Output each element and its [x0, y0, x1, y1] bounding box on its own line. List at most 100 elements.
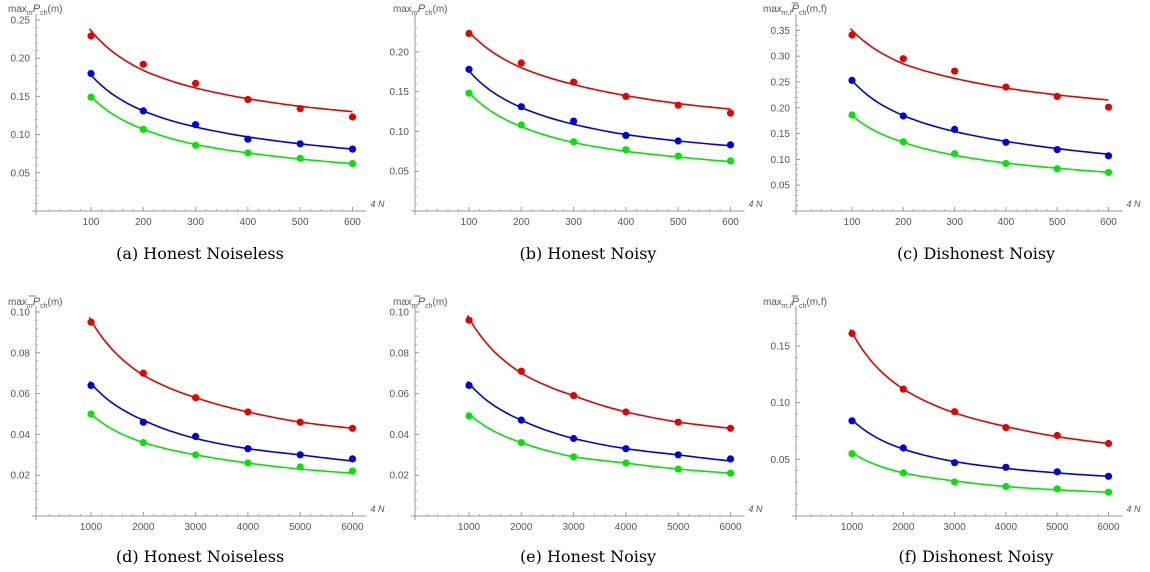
- data-point-green: [517, 121, 525, 129]
- fit-curve-blue: [466, 380, 731, 462]
- data-point-green: [848, 111, 856, 119]
- panel-caption: (d) Honest Noiseless: [116, 547, 284, 566]
- data-point-blue: [622, 131, 630, 139]
- y-axis-label: maxmPch(m): [8, 296, 63, 310]
- data-point-blue: [848, 417, 856, 425]
- y-axis-label: maxmPch(m): [8, 3, 63, 17]
- x-tick-label: 400: [998, 217, 1015, 228]
- data-point-red: [517, 59, 525, 67]
- x-tick-label: 5000: [289, 522, 312, 533]
- data-point-red: [87, 318, 95, 326]
- x-tick-label: 2000: [132, 522, 155, 533]
- data-point-red: [1104, 439, 1113, 448]
- data-point-red: [192, 79, 200, 87]
- data-point-blue: [674, 451, 682, 459]
- y-tick-label: 0.25: [11, 16, 31, 27]
- data-point-red: [139, 369, 147, 377]
- y-tick-label: 0.30: [771, 52, 791, 63]
- y-tick-label: 0.05: [771, 455, 791, 466]
- x-tick-label: 3000: [184, 522, 207, 533]
- panel-e: 1000 2000 3000 4000 5000 6000 4 N 0.02 0.04 0.06 0…: [390, 295, 764, 566]
- data-point-red: [517, 367, 525, 375]
- data-point-green: [348, 160, 357, 168]
- panel-caption: (c) Dishonest Noisy: [897, 244, 1055, 263]
- panel-b: 100 200 300 400 500 600 4 N 0.05 0.10 0.15 0.20 max…: [390, 3, 763, 263]
- x-tick-label: 3000: [562, 522, 585, 533]
- panel-caption: (a) Honest Noiseless: [116, 244, 284, 263]
- x-axis-label: 4 N: [371, 199, 386, 209]
- x-tick-label: 200: [513, 217, 530, 228]
- x-tick-label: 600: [344, 217, 361, 228]
- data-point-red: [296, 418, 304, 426]
- x-tick-label: 100: [844, 217, 861, 228]
- data-point-red: [570, 78, 578, 86]
- x-tick-label: 4000: [615, 522, 638, 533]
- data-point-green: [296, 463, 304, 471]
- fit-curve-blue: [466, 68, 731, 147]
- x-tick-label: 400: [240, 217, 257, 228]
- panel-caption: (f) Dishonest Noisy: [898, 547, 1053, 566]
- data-point-blue: [192, 121, 200, 129]
- y-tick-label: 0.02: [390, 471, 410, 482]
- data-point-green: [1104, 488, 1113, 496]
- x-tick-label: 1000: [841, 522, 864, 533]
- data-point-green: [899, 469, 907, 477]
- fit-curve-red: [88, 316, 353, 430]
- x-tick-label: 3000: [943, 522, 966, 533]
- data-point-blue: [192, 432, 200, 440]
- data-point-red: [87, 32, 95, 40]
- data-point-blue: [87, 381, 95, 389]
- data-point-red: [465, 316, 473, 324]
- data-point-green: [465, 412, 473, 420]
- data-point-red: [899, 385, 907, 393]
- y-tick-label: 0.06: [11, 389, 31, 400]
- data-point-blue: [570, 117, 578, 125]
- data-point-red: [674, 101, 682, 109]
- y-axis-label: maxmPch(m): [393, 3, 448, 17]
- panel-caption: (b) Honest Noisy: [520, 244, 657, 263]
- data-point-green: [87, 410, 95, 418]
- x-axis-label: 4 N: [749, 504, 764, 514]
- y-tick-label: 0.08: [390, 348, 410, 359]
- data-point-green: [192, 451, 200, 459]
- fit-curve-red: [88, 28, 353, 113]
- data-point-red: [848, 31, 856, 39]
- data-point-red: [951, 408, 959, 416]
- x-tick-label: 4000: [995, 522, 1018, 533]
- data-point-green: [1053, 485, 1061, 493]
- x-tick-label: 600: [722, 217, 739, 228]
- x-tick-label: 6000: [719, 522, 742, 533]
- data-point-blue: [244, 135, 252, 143]
- y-axis-label: maxmPch(m): [393, 296, 448, 310]
- data-point-green: [1104, 168, 1113, 176]
- x-tick-label: 500: [1049, 217, 1066, 228]
- data-point-green: [951, 150, 959, 158]
- data-point-blue: [348, 455, 357, 463]
- data-point-red: [570, 392, 578, 400]
- y-tick-label: 0.10: [771, 155, 791, 166]
- data-point-green: [1002, 159, 1010, 168]
- x-axis-label: 4 N: [1127, 504, 1142, 514]
- data-point-blue: [622, 445, 630, 453]
- data-point-red: [726, 424, 735, 432]
- data-point-blue: [674, 137, 682, 145]
- y-tick-label: 0.10: [11, 130, 31, 141]
- data-point-red: [348, 424, 357, 432]
- x-tick-label: 300: [946, 217, 963, 228]
- y-tick-label: 0.04: [11, 430, 31, 441]
- data-point-blue: [465, 381, 473, 389]
- panel-caption: (e) Honest Noisy: [520, 547, 656, 566]
- y-tick-label: 0.10: [11, 308, 31, 319]
- data-point-red: [848, 329, 856, 338]
- y-tick-label: 0.05: [390, 167, 410, 178]
- data-point-blue: [139, 107, 147, 115]
- fit-curve-blue: [849, 78, 1109, 155]
- panel-f: 1000 2000 3000 4000 5000 6000 4 N 0.05 0.10 0.15 m…: [763, 295, 1142, 566]
- data-point-red: [726, 109, 735, 117]
- data-point-red: [348, 113, 357, 121]
- data-point-red: [139, 60, 147, 68]
- data-point-green: [726, 469, 735, 477]
- fit-curve-blue: [88, 72, 353, 150]
- data-point-green: [296, 154, 304, 162]
- data-point-blue: [348, 145, 357, 153]
